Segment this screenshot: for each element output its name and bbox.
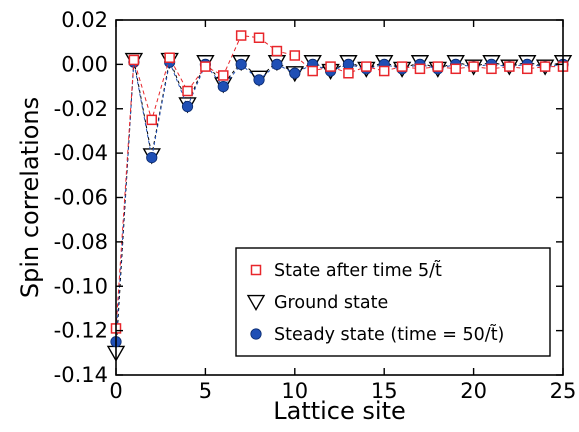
data-point [181, 100, 194, 113]
data-point [432, 61, 444, 72]
series-layer [106, 30, 573, 362]
legend: State after time 5/t̃ Ground state Steady … [235, 247, 551, 357]
y-tick-label: -0.06 [54, 186, 108, 210]
data-point [271, 45, 283, 57]
legend-marker [246, 294, 266, 312]
series-line [115, 58, 564, 353]
data-point [414, 63, 426, 75]
data-point [450, 63, 461, 75]
legend-label: Ground state [274, 293, 388, 313]
y-tick-label: -0.14 [54, 363, 108, 387]
x-tick-label: 5 [199, 379, 212, 403]
data-point [146, 114, 158, 126]
legend-label: Steady state (time = 50/t̃) [274, 324, 504, 345]
data-point [504, 61, 515, 72]
data-point [235, 30, 247, 41]
legend-label: State after time 5/t̃ [274, 260, 442, 281]
legend-entry: Ground state [246, 293, 388, 313]
x-axis-title: Lattice site [273, 397, 406, 425]
data-point [182, 85, 193, 97]
data-point [218, 70, 229, 81]
data-point [307, 65, 318, 77]
data-point [128, 54, 140, 66]
data-point [468, 61, 479, 72]
axis-ticks [115, 19, 564, 376]
data-point [486, 63, 497, 75]
x-tick-label: 10 [281, 379, 308, 403]
legend-entry: Steady state (time = 50/t̃) [250, 324, 504, 345]
data-point [253, 32, 265, 43]
y-tick-label: -0.08 [54, 230, 108, 254]
data-point [146, 151, 158, 164]
y-axis-title: Spin correlations [16, 97, 44, 298]
y-tick-label: -0.04 [54, 141, 108, 165]
x-tick-label: 15 [371, 379, 398, 403]
data-point [521, 63, 533, 75]
x-tick-label: 25 [550, 379, 577, 403]
legend-entry: State after time 5/t̃ [250, 260, 442, 281]
data-point [378, 65, 390, 77]
data-point [253, 74, 265, 86]
legend-marker [250, 264, 262, 276]
tick-labels: 0 5 10 15 20 25 0.02 0.00 -0.02 -0.04 -0.06 -0.08 -0… [54, 8, 577, 403]
x-tick-label: 20 [460, 379, 487, 403]
data-point [396, 61, 408, 72]
data-point [289, 67, 301, 79]
data-point [235, 58, 247, 70]
data-point [164, 52, 175, 63]
y-tick-label: -0.12 [54, 319, 108, 343]
data-point [539, 61, 551, 72]
x-tick-label: 0 [109, 379, 122, 403]
y-tick-label: -0.02 [54, 97, 108, 121]
legend-box [235, 247, 551, 357]
data-point [200, 61, 211, 72]
data-point [343, 68, 354, 79]
data-point [361, 61, 372, 72]
series-line [115, 60, 564, 342]
legend-items: State after time 5/t̃ Ground state Steady … [246, 260, 504, 345]
data-point [271, 58, 283, 70]
y-tick-label: -0.10 [54, 274, 108, 298]
legend-marker [250, 328, 262, 340]
data-point [217, 80, 229, 93]
series-line [115, 34, 563, 329]
y-tick-label: 0.00 [61, 52, 108, 76]
data-point [289, 50, 301, 61]
y-tick-label: 0.02 [61, 8, 108, 32]
data-point [325, 61, 336, 72]
